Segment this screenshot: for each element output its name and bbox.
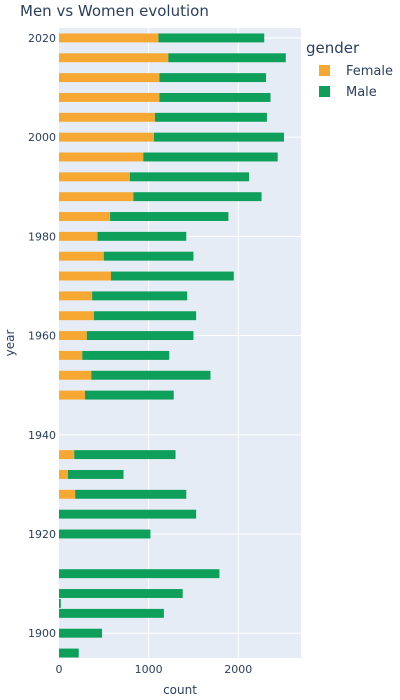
bar-male-1988[interactable] — [133, 192, 262, 202]
bar-female-1988[interactable] — [59, 192, 134, 202]
bar-male-1952[interactable] — [91, 370, 211, 380]
x-axis-title: count — [163, 683, 197, 697]
legend-swatch-female[interactable] — [319, 65, 330, 76]
bar-male-2008[interactable] — [159, 92, 271, 102]
bar-female-1952[interactable] — [59, 370, 92, 380]
bar-male-1924[interactable] — [59, 509, 197, 519]
bar-female-1936[interactable] — [59, 450, 75, 460]
bar-female-1984[interactable] — [59, 212, 111, 221]
bar-male-1936[interactable] — [74, 450, 176, 460]
bar-male-1932[interactable] — [67, 469, 124, 479]
bar-male-1996[interactable] — [143, 152, 278, 162]
x-tick-label: 1000 — [135, 663, 163, 676]
legend: gender Female Male — [306, 39, 393, 100]
bar-female-1996[interactable] — [59, 152, 144, 162]
bar-male-1956[interactable] — [82, 350, 170, 360]
bar-male-1900[interactable] — [59, 628, 103, 638]
bar-male-2000[interactable] — [154, 132, 284, 142]
bar-female-1928[interactable] — [59, 489, 76, 499]
bar-female-1964[interactable] — [59, 311, 94, 321]
bar-male-1906[interactable] — [59, 598, 61, 608]
y-tick-label: 2020 — [28, 32, 56, 45]
bar-male-1976[interactable] — [103, 251, 194, 261]
bar-female-1968[interactable] — [59, 291, 93, 301]
legend-title: gender — [306, 39, 360, 57]
plot-background — [59, 28, 301, 658]
bar-male-1896[interactable] — [59, 648, 79, 658]
bar-male-1980[interactable] — [97, 231, 187, 241]
x-tick-label: 2000 — [224, 663, 252, 676]
bar-male-1908[interactable] — [59, 589, 183, 598]
bar-male-2004[interactable] — [154, 112, 267, 122]
bar-male-1928[interactable] — [75, 489, 187, 499]
bar-male-2016[interactable] — [168, 53, 286, 63]
y-tick-label: 1960 — [28, 330, 56, 343]
bar-female-2000[interactable] — [59, 132, 155, 142]
bar-male-1904[interactable] — [59, 608, 164, 618]
legend-swatch-male[interactable] — [319, 86, 330, 97]
y-tick-label: 1920 — [28, 528, 56, 541]
bar-male-1984[interactable] — [110, 212, 229, 221]
bar-male-1948[interactable] — [84, 390, 174, 400]
bar-female-1976[interactable] — [59, 251, 104, 261]
y-axis-ticks: 1900 1920 1940 1960 1980 2000 2020 — [28, 32, 56, 640]
bar-male-1972[interactable] — [110, 271, 234, 281]
bar-female-1980[interactable] — [59, 231, 98, 241]
y-tick-label: 1980 — [28, 230, 56, 243]
y-tick-label: 2000 — [28, 131, 56, 144]
y-axis-title: year — [3, 330, 17, 357]
legend-label-female[interactable]: Female — [346, 64, 393, 79]
bar-female-2004[interactable] — [59, 112, 155, 122]
chart-title: Men vs Women evolution — [20, 2, 209, 20]
bar-female-2008[interactable] — [59, 92, 160, 102]
legend-label-male[interactable]: Male — [346, 85, 377, 100]
y-tick-label: 1940 — [28, 429, 56, 442]
bar-male-1968[interactable] — [92, 291, 188, 301]
bar-female-2020[interactable] — [59, 33, 159, 43]
bar-female-1948[interactable] — [59, 390, 85, 400]
bar-female-1992[interactable] — [59, 172, 130, 182]
bar-male-1912[interactable] — [59, 569, 220, 579]
bar-male-1992[interactable] — [129, 172, 250, 182]
bar-male-2012[interactable] — [159, 73, 267, 83]
bars — [59, 33, 286, 658]
bar-male-2020[interactable] — [158, 33, 265, 43]
y-tick-label: 1900 — [28, 627, 56, 640]
bar-male-1964[interactable] — [93, 311, 197, 321]
bar-female-1960[interactable] — [59, 331, 87, 341]
bar-female-1956[interactable] — [59, 350, 83, 360]
bar-male-1920[interactable] — [59, 529, 151, 539]
bar-female-1972[interactable] — [59, 271, 111, 281]
bar-female-2016[interactable] — [59, 53, 169, 63]
x-axis-ticks: 0 1000 2000 — [56, 663, 253, 676]
x-tick-label: 0 — [56, 663, 63, 676]
bar-female-1932[interactable] — [59, 469, 68, 479]
bar-female-2012[interactable] — [59, 73, 160, 83]
bar-male-1960[interactable] — [86, 331, 194, 341]
